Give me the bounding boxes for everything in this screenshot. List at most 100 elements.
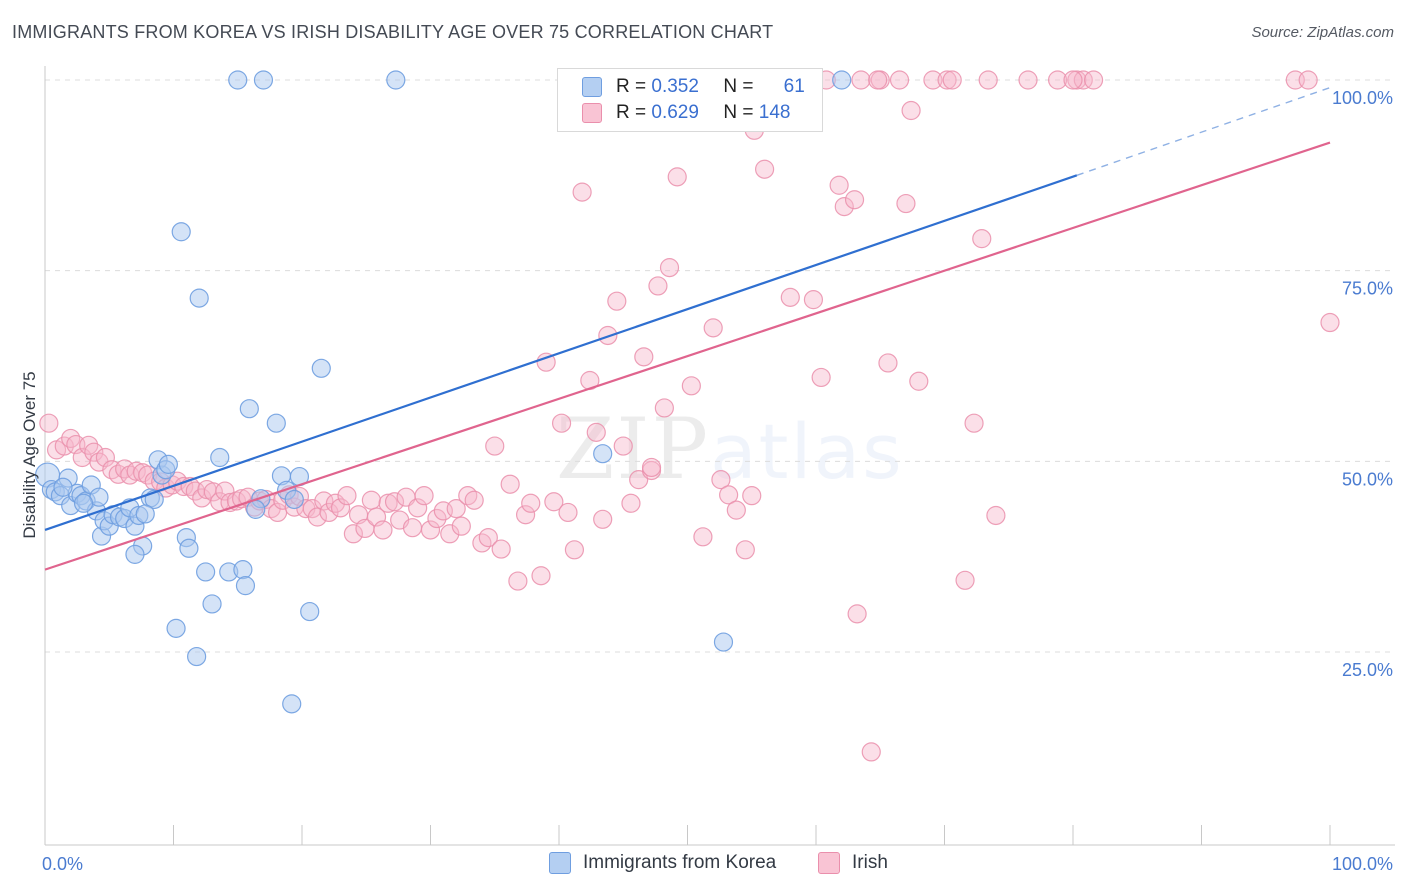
- irish-point: [803, 290, 824, 310]
- legend-r-value: 0.629: [651, 102, 699, 123]
- irish-point: [726, 500, 746, 520]
- legend-row-irish: R = 0.629 N = 148: [582, 100, 805, 126]
- korea-point: [253, 70, 274, 90]
- korea-point: [246, 499, 266, 519]
- irish-point: [402, 518, 423, 538]
- irish-point: [847, 604, 867, 624]
- korea-points: [34, 70, 852, 714]
- korea-point: [210, 447, 230, 468]
- legend-r-value: 0.352: [651, 76, 699, 97]
- korea-point: [311, 358, 331, 378]
- irish-point: [414, 486, 434, 506]
- korea-point: [300, 601, 320, 622]
- irish-point: [95, 447, 115, 468]
- korea-point: [713, 632, 734, 652]
- irish-point: [572, 182, 592, 202]
- irish-legend-swatch: [818, 852, 840, 874]
- irish-point: [446, 499, 466, 519]
- irish-point: [613, 436, 633, 456]
- irish-point: [955, 570, 975, 590]
- legend-label-irish: Irish: [852, 852, 888, 873]
- irish-point: [1083, 70, 1104, 90]
- korea-point: [284, 489, 304, 510]
- irish-point: [343, 524, 363, 544]
- irish-point: [314, 491, 334, 511]
- x-tick-label: 0.0%: [42, 854, 83, 874]
- chart-title: IMMIGRANTS FROM KOREA VS IRISH DISABILIT…: [12, 22, 774, 42]
- irish-point: [531, 566, 551, 586]
- irish-trend-line: [44, 141, 1331, 571]
- irish-point: [420, 520, 441, 540]
- irish-point: [889, 70, 910, 90]
- irish-point: [408, 498, 428, 518]
- irish-point: [703, 318, 723, 338]
- korea-point: [239, 399, 259, 419]
- korea-point: [189, 288, 209, 308]
- irish-point: [681, 376, 701, 396]
- korea-point: [228, 70, 248, 90]
- irish-point: [964, 413, 984, 433]
- irish-points: [39, 70, 1340, 762]
- irish-point: [464, 490, 484, 510]
- irish-point: [654, 398, 674, 418]
- legend-n-label: N =: [723, 76, 754, 97]
- irish-point: [544, 492, 564, 512]
- watermark-atlas: atlas: [710, 407, 904, 496]
- legend-r-label: R =: [616, 102, 647, 123]
- irish-point: [491, 539, 511, 559]
- irish-point: [923, 70, 943, 90]
- korea-legend-swatch: [549, 852, 571, 874]
- irish-point: [641, 457, 662, 478]
- irish-point: [593, 509, 613, 529]
- irish-point: [115, 459, 135, 479]
- korea-point: [125, 544, 145, 564]
- legend-n-value: 148: [758, 102, 791, 123]
- irish-point: [84, 442, 104, 462]
- irish-point: [521, 493, 541, 513]
- korea-point: [135, 504, 155, 524]
- legend-item-irish[interactable]: Irish: [818, 852, 888, 874]
- irish-point: [485, 436, 505, 456]
- irish-point: [621, 493, 641, 513]
- irish-point: [61, 428, 81, 449]
- y-tick-label: 25.0%: [1342, 660, 1393, 680]
- x-tick-label: 100.0%: [1332, 854, 1393, 874]
- irish-point: [384, 492, 405, 512]
- irish-point: [978, 70, 998, 90]
- irish-point: [742, 486, 762, 506]
- irish-point: [851, 70, 871, 90]
- irish-point: [536, 352, 556, 372]
- irish-point: [909, 371, 929, 391]
- korea-point: [196, 562, 216, 582]
- korea-trend-extension: [1076, 86, 1331, 176]
- irish-point: [1320, 312, 1340, 333]
- irish-point: [811, 367, 831, 388]
- irish-point: [330, 498, 351, 518]
- irish-point: [1047, 70, 1068, 90]
- y-tick-label: 100.0%: [1332, 88, 1393, 108]
- irish-point: [829, 175, 849, 195]
- irish-point: [861, 742, 881, 762]
- legend-label-korea: Immigrants from Korea: [583, 852, 777, 873]
- y-tick-label: 75.0%: [1342, 279, 1393, 299]
- irish-point: [942, 70, 962, 90]
- irish-point: [659, 258, 680, 278]
- korea-point: [233, 560, 253, 580]
- irish-point: [564, 540, 585, 560]
- irish-point: [901, 100, 921, 121]
- irish-point: [735, 540, 755, 560]
- correlation-legend: R = 0.352 N = 61 R = 0.629 N = 148: [557, 68, 823, 132]
- irish-point: [39, 413, 59, 433]
- series-legend: Immigrants from Korea Irish: [0, 852, 1406, 878]
- watermark: ZIPatlas: [556, 400, 904, 498]
- irish-point: [500, 474, 520, 494]
- irish-point: [478, 527, 498, 548]
- legend-item-korea[interactable]: Immigrants from Korea: [549, 852, 776, 874]
- axis-layer: [44, 66, 1395, 846]
- irish-point: [373, 520, 393, 540]
- irish-point: [634, 347, 654, 367]
- irish-point: [711, 470, 731, 490]
- irish-point: [844, 190, 865, 210]
- irish-point: [693, 527, 713, 547]
- irish-point: [607, 291, 627, 311]
